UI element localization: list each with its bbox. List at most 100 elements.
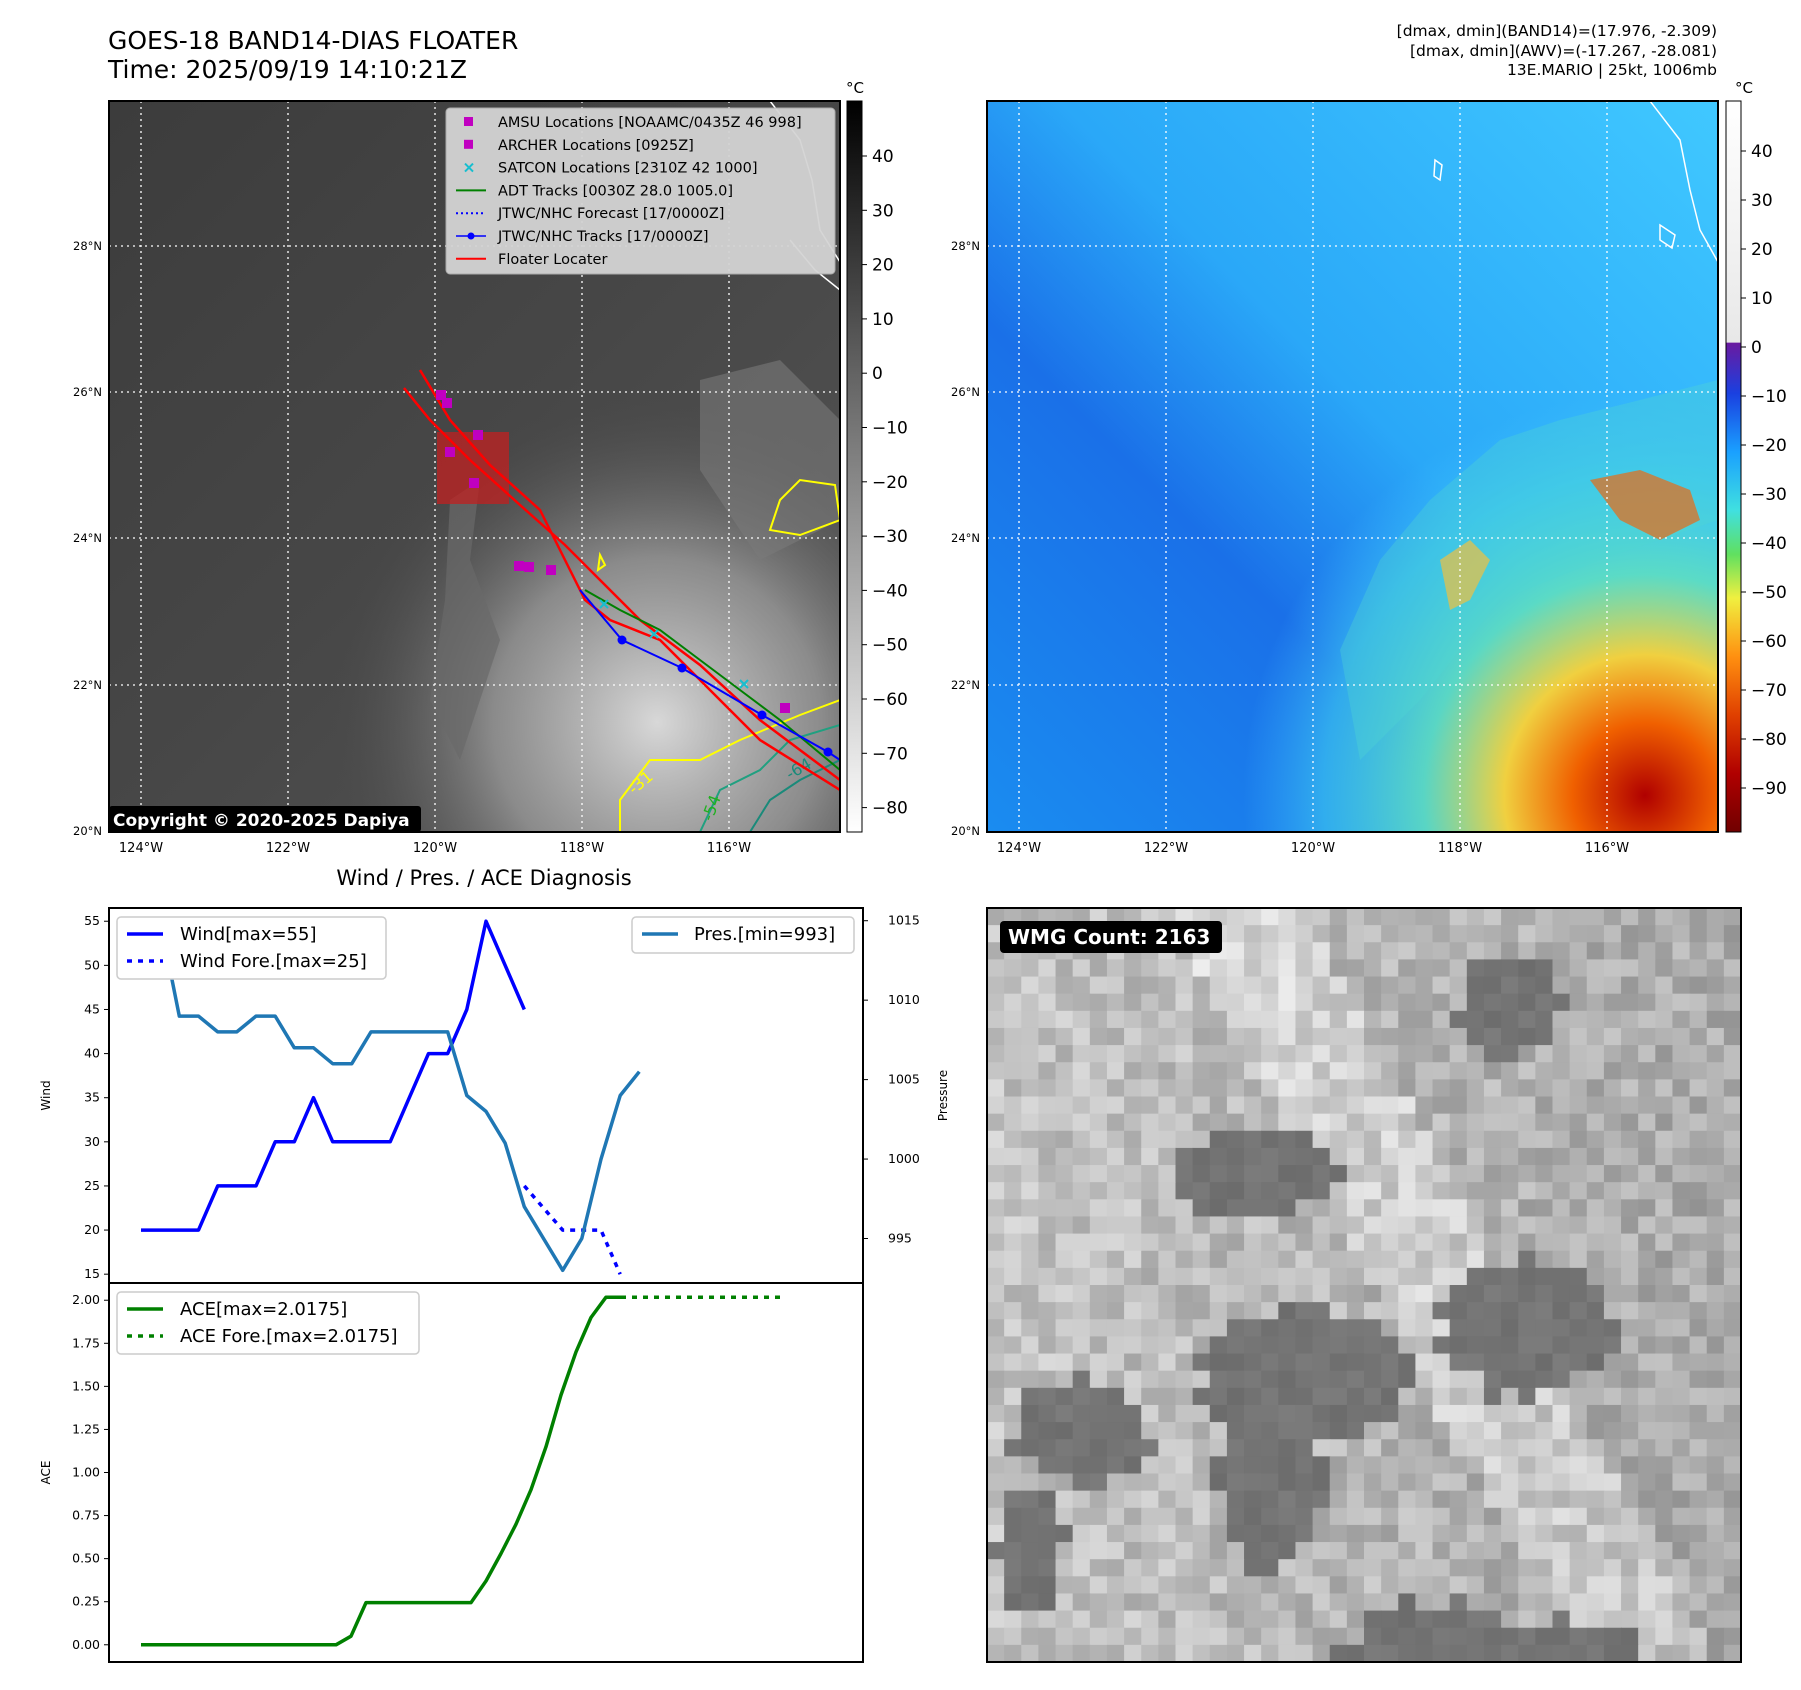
wmg-pixel [1432,1010,1451,1029]
wmg-pixel [1106,1336,1125,1355]
wmg-pixel [1329,1319,1348,1338]
wmg-pixel [1706,1439,1725,1457]
wmg-pixel [1072,1576,1091,1595]
wmg-pixel [1038,1610,1057,1629]
wmg-pixel [1398,1422,1417,1440]
wmg-pixel [1586,1422,1605,1440]
wmg-pixel [1398,925,1417,943]
wmg-pixel [1141,1267,1159,1286]
wmg-pixel [1586,1027,1605,1046]
wmg-pixel [1004,1439,1022,1457]
wmg-pixel [1106,1079,1125,1098]
wmg-pixel [1278,1610,1297,1629]
wmg-pixel [1226,1456,1245,1475]
wmg-pixel [1038,1593,1057,1612]
wmg-pixel [1158,1062,1177,1080]
wmg-pixel [1483,1113,1502,1132]
wmg-pixel [987,1456,1005,1475]
wmg-pixel [1569,1404,1588,1423]
wmg-pixel [1244,1165,1262,1183]
wmg-pixel [987,1079,1005,1098]
wmg-pixel [1449,1627,1468,1646]
wmg-pixel [1021,1216,1040,1235]
wmg-pixel [1381,993,1399,1012]
wmg-pixel [1432,1233,1451,1252]
wmg-pixel [1072,1353,1091,1372]
wmg-pixel [1364,1250,1382,1269]
wmg-pixel [1106,1165,1125,1183]
wmg-pixel [1415,1456,1434,1475]
wmg-pixel [1055,976,1074,995]
wmg-pixel [1329,1062,1348,1080]
wmg-pixel [1124,1079,1142,1098]
wmg-pixel [1501,942,1519,961]
wmg-pixel [1449,1302,1468,1320]
wmg-pixel [1192,1147,1211,1166]
wmg-pixel [1141,1045,1159,1063]
wmg-pixel [1603,1182,1622,1200]
wmg-pixel [1415,959,1434,978]
wmg-pixel [1364,1387,1382,1406]
wmg-pixel [1398,993,1417,1012]
wmg-pixel [1603,1490,1622,1509]
wmg-pixel [1329,1045,1348,1063]
wmg-pixel [1432,1422,1451,1440]
wmg-pixel [1038,993,1057,1012]
wmg-pixel [1295,1130,1314,1149]
wmg-pixel [1312,1507,1331,1526]
wmg-pixel [1569,1507,1588,1526]
wmg-pixel [1501,1456,1519,1475]
wmg-pixel [1364,1010,1382,1029]
wmg-pixel [1432,1182,1451,1200]
figure-stats: [dmax, dmin](BAND14)=(17.976, -2.309) [d… [1397,22,1717,81]
wmg-pixel [1483,1507,1502,1526]
wmg-pixel [1072,1079,1091,1098]
wmg-pixel [1312,1644,1331,1663]
wmg-pixel [1501,1404,1519,1423]
wmg-pixel [1483,1182,1502,1200]
wmg-pixel [1089,1147,1108,1166]
wmg-pixel [1672,1559,1691,1577]
wmg-pixel [1124,1130,1142,1149]
wmg-pixel [1055,1610,1074,1629]
wmg-pixel [1432,1370,1451,1389]
wmg-pixel [1621,993,1639,1012]
wmg-pixel [1244,1542,1262,1560]
wmg-pixel [1021,1559,1040,1577]
legend-label: SATCON Locations [2310Z 42 1000] [498,161,757,177]
wmg-pixel [1586,1507,1605,1526]
wmg-pixel [1398,1387,1417,1406]
wmg-pixel [1706,908,1725,926]
wmg-pixel [1501,1113,1519,1132]
wmg-pixel [1415,1182,1434,1200]
wmg-pixel [1295,1010,1314,1029]
wmg-pixel [1038,1010,1057,1029]
wmg-pixel [1706,1404,1725,1423]
wmg-pixel [1244,1079,1262,1098]
wmg-pixel [1415,1370,1434,1389]
wmg-pixel [1124,1422,1142,1440]
wmg-pixel [1261,1062,1279,1080]
wmg-pixel [1261,1096,1279,1115]
wmg-pixel [1432,1062,1451,1080]
wmg-pixel [1672,993,1691,1012]
y-tick-label: 2.00 [72,1292,100,1307]
wmg-pixel [1175,1130,1194,1149]
wmg-pixel [987,976,1005,995]
wmg-pixel [1449,1559,1468,1577]
wmg-pixel [1483,1062,1502,1080]
wmg-pixel [1501,1182,1519,1200]
wmg-pixel [1398,1027,1417,1046]
wmg-pixel [1106,1010,1125,1029]
wmg-pixel [1346,1130,1365,1149]
wmg-pixel [1689,1507,1708,1526]
figure-title: GOES-18 BAND14-DIAS FLOATER Time: 2025/0… [108,26,518,84]
wmg-pixel [1415,1644,1434,1663]
wmg-pixel [1723,925,1742,943]
lon-tick-label: 124°W [119,841,163,856]
wmg-pixel [1261,1644,1279,1663]
wmg-pixel [1518,1267,1536,1286]
wmg-pixel [1158,1147,1177,1166]
wmg-pixel [1364,1610,1382,1629]
y-tick-label: 20 [84,1222,100,1237]
